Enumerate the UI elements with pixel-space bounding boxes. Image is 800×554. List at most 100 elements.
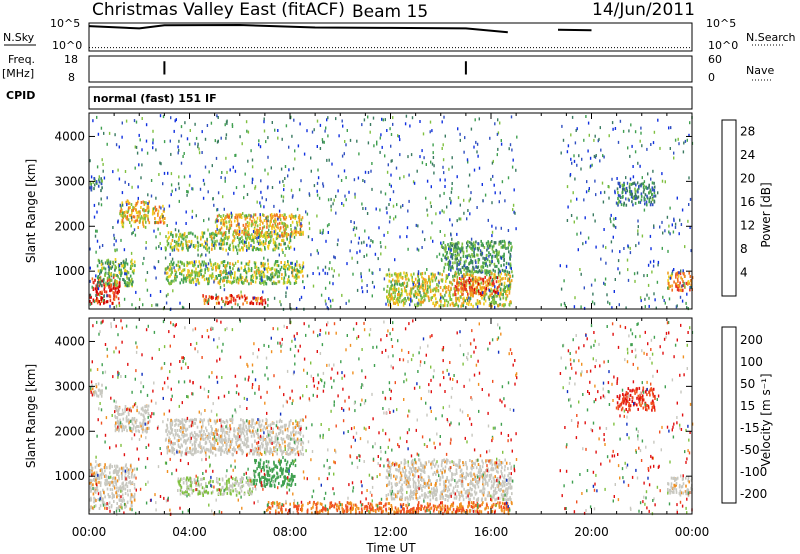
power-cell bbox=[120, 274, 122, 278]
velocity-cell bbox=[146, 422, 148, 426]
power-cell bbox=[594, 179, 596, 183]
velocity-cell bbox=[286, 434, 289, 438]
power-cell bbox=[447, 243, 449, 247]
velocity-cell bbox=[266, 435, 268, 439]
power-cell bbox=[162, 182, 164, 186]
power-cell bbox=[106, 142, 108, 146]
power-cell bbox=[282, 238, 284, 242]
power-cell bbox=[640, 194, 643, 198]
power-cell bbox=[266, 222, 268, 226]
power-cell bbox=[682, 271, 684, 275]
power-cell bbox=[668, 126, 670, 130]
power-cell bbox=[100, 263, 103, 267]
power-cell bbox=[460, 282, 462, 285]
velocity-cell bbox=[121, 477, 123, 481]
power-cell bbox=[241, 142, 243, 146]
power-cell bbox=[482, 294, 485, 298]
power-cell bbox=[440, 245, 443, 249]
power-cell bbox=[96, 210, 98, 214]
power-cell bbox=[94, 287, 97, 291]
power-cell bbox=[431, 162, 434, 166]
power-cell bbox=[681, 277, 684, 281]
power-cell bbox=[212, 231, 214, 235]
power-cell bbox=[452, 253, 454, 257]
power-cell bbox=[166, 271, 169, 275]
power-cell bbox=[470, 278, 473, 282]
power-cell bbox=[122, 221, 125, 225]
power-cell bbox=[511, 245, 513, 249]
power-cell bbox=[480, 239, 482, 243]
power-cell bbox=[409, 124, 411, 128]
power-cell bbox=[228, 229, 230, 233]
power-cell bbox=[384, 118, 386, 122]
power-cell bbox=[256, 231, 259, 235]
power-cell bbox=[378, 226, 380, 230]
power-cell bbox=[297, 144, 300, 148]
power-cell bbox=[298, 275, 300, 279]
power-cell bbox=[217, 274, 220, 277]
power-cell bbox=[324, 129, 326, 133]
power-cell bbox=[98, 180, 101, 184]
power-cell bbox=[271, 272, 274, 276]
power-cell bbox=[108, 266, 111, 270]
power-cell bbox=[642, 185, 645, 189]
power-cell bbox=[101, 186, 103, 190]
power-cell bbox=[370, 239, 372, 242]
power-cell bbox=[192, 278, 194, 282]
power-cell bbox=[444, 286, 447, 290]
power-cell bbox=[388, 291, 390, 295]
power-cell bbox=[633, 181, 636, 185]
power-cell bbox=[467, 269, 469, 273]
power-cell bbox=[195, 283, 197, 287]
power-cell bbox=[610, 240, 613, 244]
power-cell bbox=[441, 295, 444, 299]
power-cell bbox=[97, 287, 100, 291]
power-cell bbox=[577, 248, 579, 252]
power-cell bbox=[116, 248, 118, 252]
power-cell bbox=[187, 248, 189, 252]
power-cell bbox=[629, 251, 632, 255]
power-cell bbox=[263, 214, 265, 217]
power-cell bbox=[674, 222, 677, 226]
power-cell bbox=[121, 121, 123, 125]
power-cell bbox=[329, 299, 332, 303]
power-cell bbox=[499, 270, 501, 274]
power-cell bbox=[232, 233, 234, 237]
power-cell bbox=[100, 259, 103, 263]
power-cell bbox=[501, 277, 503, 281]
power-cell bbox=[443, 171, 445, 175]
power-cell bbox=[509, 283, 511, 287]
velocity-cell bbox=[192, 453, 194, 457]
power-cell bbox=[232, 298, 235, 302]
power-cell bbox=[216, 227, 218, 231]
power-cell bbox=[470, 191, 472, 195]
power-cell bbox=[254, 266, 256, 269]
power-cell bbox=[216, 234, 218, 237]
power-cell bbox=[322, 184, 325, 188]
power-cell bbox=[231, 262, 234, 266]
velocity-cell bbox=[198, 430, 201, 434]
power-cell bbox=[136, 216, 139, 220]
power-cell bbox=[451, 237, 453, 241]
power-cell bbox=[514, 211, 516, 215]
power-cell bbox=[113, 233, 115, 237]
power-cell bbox=[476, 299, 479, 303]
velocity-cell bbox=[109, 463, 112, 467]
power-cell bbox=[610, 213, 612, 217]
power-cell bbox=[205, 241, 207, 245]
power-colorbar-tick: 12 bbox=[740, 219, 755, 233]
power-cell bbox=[427, 284, 429, 288]
power-cell bbox=[242, 302, 244, 306]
power-cell bbox=[456, 278, 459, 282]
power-cell bbox=[466, 217, 468, 221]
power-cell bbox=[614, 278, 616, 281]
power-cell bbox=[185, 222, 187, 225]
power-cell bbox=[477, 282, 480, 286]
power-cell bbox=[389, 300, 391, 304]
velocity-cell bbox=[97, 475, 100, 479]
power-cell bbox=[170, 116, 172, 120]
power-cell bbox=[603, 281, 605, 285]
power-cell bbox=[418, 278, 420, 282]
power-cell bbox=[326, 224, 329, 228]
power-cell bbox=[485, 287, 488, 290]
